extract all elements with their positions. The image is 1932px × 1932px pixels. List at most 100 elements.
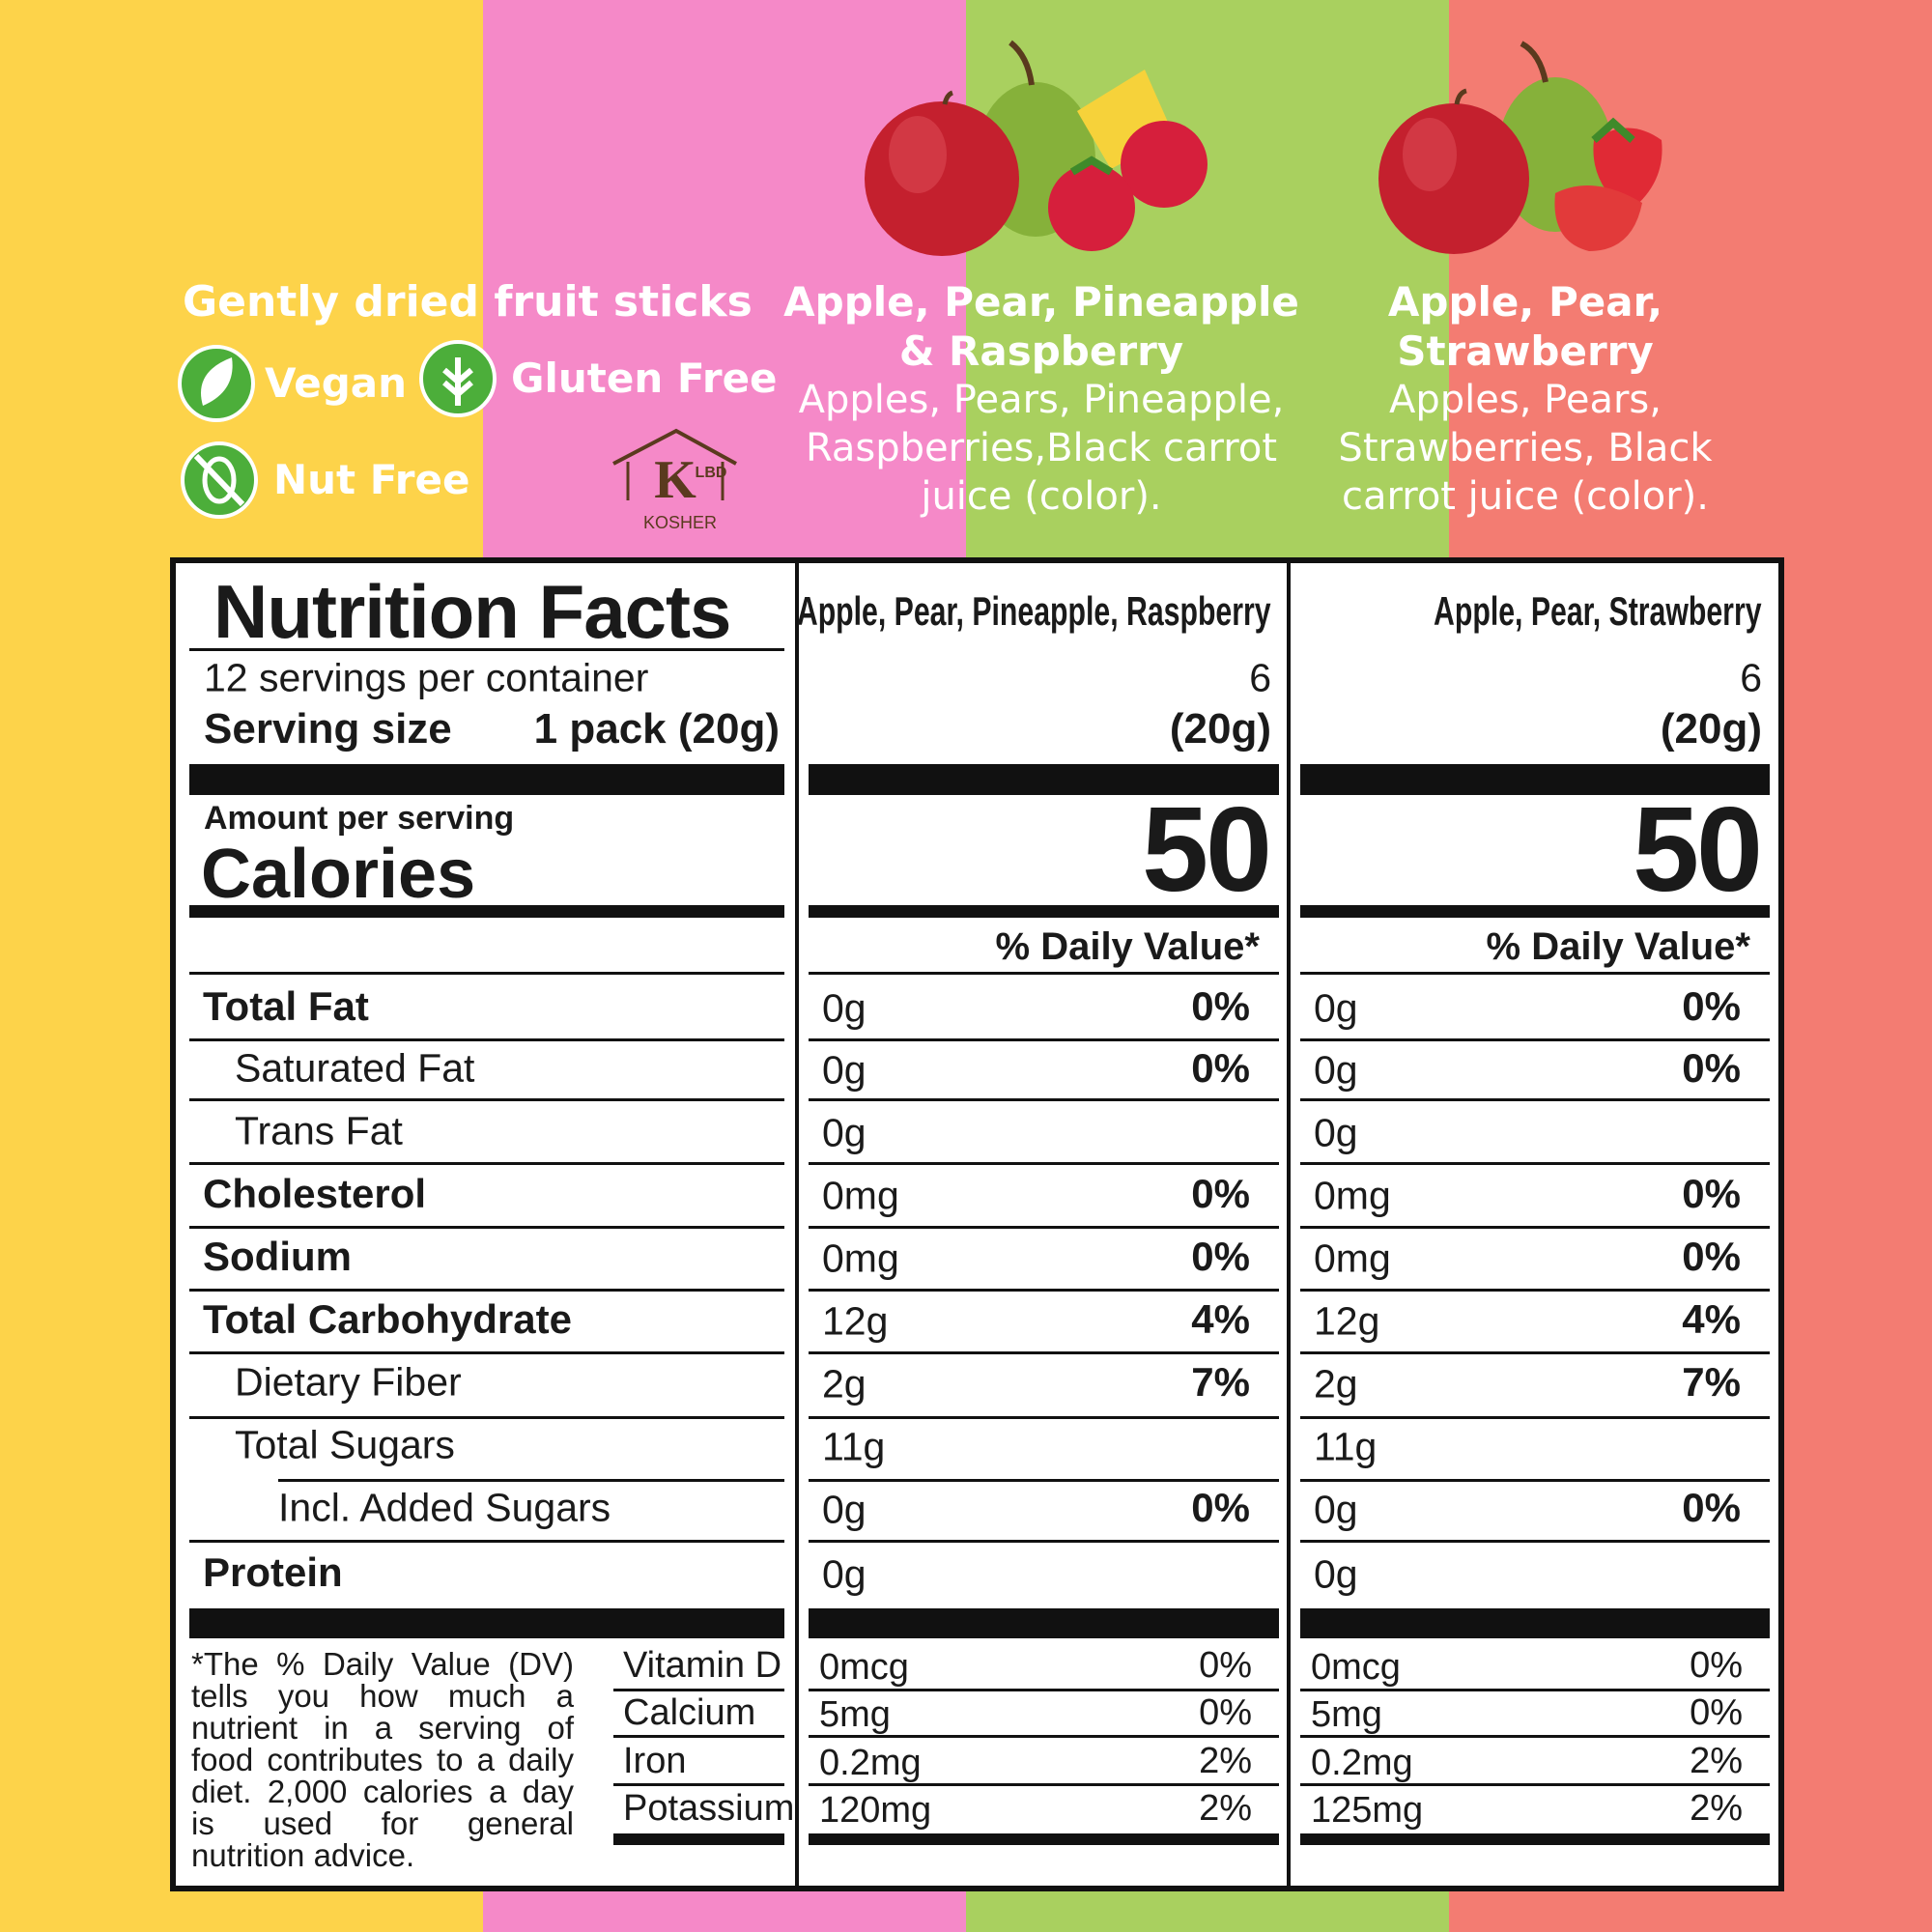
vitamin-amount: 5mg: [819, 1694, 891, 1735]
daily-value: 0%: [1682, 983, 1741, 1029]
amount: 0g: [822, 1110, 867, 1155]
rule: [1300, 1689, 1770, 1691]
nutrient-label: Protein: [203, 1549, 343, 1595]
rule: [189, 1098, 784, 1101]
vitamin-label: Vitamin D: [623, 1645, 782, 1686]
column-name: Apple, Pear, Pineapple, Raspberry: [797, 588, 1271, 634]
nut-free-icon: [181, 441, 258, 519]
thick-bar: [189, 764, 784, 795]
thick-bar: [189, 905, 784, 918]
flavor-ingredients: Apples, Pears, Strawberries, Black carro…: [1338, 378, 1713, 519]
rule: [1300, 1098, 1770, 1101]
kosher-label: KOSHER: [642, 513, 718, 532]
nutrient-label: Total Fat: [203, 983, 369, 1029]
rule: [809, 1416, 1279, 1419]
vitamin-dv: 0%: [1199, 1692, 1252, 1733]
rule: [1300, 1783, 1770, 1786]
vitamin-amount: 120mg: [819, 1790, 932, 1831]
nutrient-label: Total Sugars: [235, 1422, 455, 1467]
amount: 0g: [822, 1551, 867, 1597]
rule: [1300, 1162, 1770, 1165]
fruit-illustration: [865, 40, 1208, 256]
amount: 0mg: [822, 1173, 899, 1218]
rule: [1300, 1226, 1770, 1229]
daily-value: 4%: [1191, 1296, 1250, 1342]
rule: [1300, 1351, 1770, 1354]
thick-bar: [809, 905, 1279, 918]
daily-value: 0%: [1682, 1234, 1741, 1279]
rule: [809, 1783, 1279, 1786]
amount: 11g: [1314, 1424, 1378, 1469]
thick-bar: [1300, 1608, 1770, 1638]
daily-value: 7%: [1191, 1359, 1250, 1405]
column-servings: 6: [1740, 655, 1762, 700]
daily-value: 0%: [1191, 983, 1250, 1029]
rule: [278, 1479, 784, 1482]
badge-label: Vegan: [265, 359, 407, 407]
column-name: Apple, Pear, Strawberry: [1434, 588, 1762, 634]
rule: [189, 1351, 784, 1354]
serving-size-label: Serving size: [204, 705, 452, 753]
vitamin-amount: 0.2mg: [819, 1743, 922, 1783]
nutrient-label: Saturated Fat: [235, 1045, 475, 1091]
amount: 0g: [822, 985, 867, 1031]
nutrient-label: Cholesterol: [203, 1171, 427, 1216]
tagline: Gently dried fruit sticks: [183, 277, 753, 327]
rule: [809, 1098, 1279, 1101]
rule: [189, 1289, 784, 1292]
rule: [189, 648, 784, 651]
vitamin-dv: 2%: [1690, 1741, 1743, 1781]
amount-per-serving: Amount per serving: [204, 800, 515, 837]
fruit-illustration: [1378, 41, 1662, 254]
footnote: *The % Daily Value (DV) tells you how mu…: [191, 1646, 574, 1873]
amount: 2g: [822, 1361, 867, 1406]
thick-bar: [809, 1833, 1279, 1845]
thick-bar: [1300, 905, 1770, 918]
vitamin-label: Calcium: [623, 1692, 756, 1733]
flavor-ingredients: Apples, Pears, Pineapple, Raspberries,Bl…: [798, 378, 1285, 519]
rule: [189, 1226, 784, 1229]
amount: 0g: [1314, 985, 1358, 1031]
vitamin-amount: 0.2mg: [1311, 1743, 1413, 1783]
dv-header: % Daily Value*: [995, 925, 1260, 968]
daily-value: 0%: [1191, 1171, 1250, 1216]
column-divider: [1287, 560, 1291, 1889]
column-serving-size: (20g): [1169, 705, 1271, 753]
vegan-icon: [178, 345, 255, 422]
rule: [1300, 1735, 1770, 1738]
amount: 0g: [822, 1047, 867, 1093]
amount: 0g: [1314, 1047, 1358, 1093]
calories-value: 50: [1142, 783, 1272, 917]
thick-bar: [809, 1608, 1279, 1638]
label-title: Nutrition Facts: [213, 569, 731, 654]
nutrient-label: Dietary Fiber: [235, 1359, 462, 1405]
vitamin-amount: 5mg: [1311, 1694, 1382, 1735]
rule: [613, 1783, 784, 1786]
daily-value: 4%: [1682, 1296, 1741, 1342]
daily-value: 0%: [1191, 1234, 1250, 1279]
thick-bar: [613, 1833, 784, 1845]
rule: [809, 1226, 1279, 1229]
vitamin-dv: 2%: [1199, 1788, 1252, 1829]
amount: 0mg: [822, 1236, 899, 1281]
vitamin-dv: 2%: [1690, 1788, 1743, 1829]
rule: [1300, 1289, 1770, 1292]
vitamin-dv: 0%: [1199, 1645, 1252, 1686]
amount: 2g: [1314, 1361, 1358, 1406]
rule: [809, 1540, 1279, 1543]
calories-label: Calories: [201, 836, 476, 913]
amount: 0mg: [1314, 1173, 1391, 1218]
thick-bar: [1300, 764, 1770, 795]
rule: [809, 1351, 1279, 1354]
nutrient-label: Sodium: [203, 1234, 352, 1279]
kosher-mark: K: [654, 450, 696, 510]
vitamin-dv: 0%: [1690, 1692, 1743, 1733]
serving-size: 1 pack (20g): [533, 705, 780, 753]
daily-value: 0%: [1682, 1485, 1741, 1530]
kosher-code: LBD: [695, 465, 727, 481]
amount: 0mg: [1314, 1236, 1391, 1281]
rule: [1300, 1479, 1770, 1482]
vitamin-dv: 2%: [1199, 1741, 1252, 1781]
rule: [1300, 972, 1770, 975]
